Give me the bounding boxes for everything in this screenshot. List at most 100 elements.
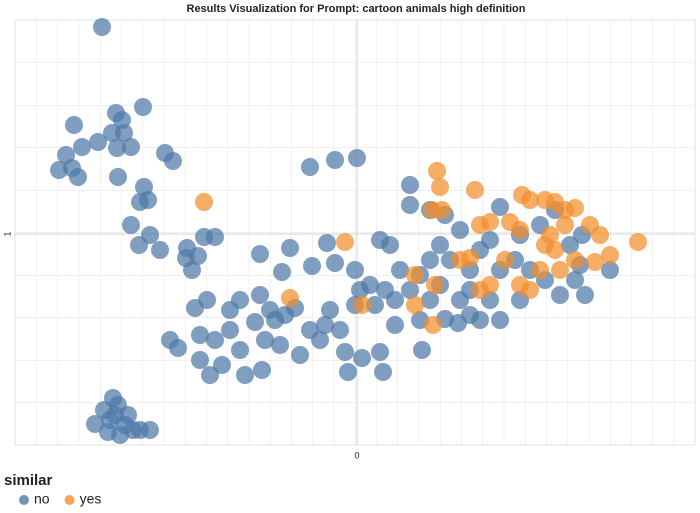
point — [198, 291, 216, 309]
point — [481, 231, 499, 249]
point — [566, 251, 584, 269]
point — [106, 406, 124, 424]
point — [421, 291, 439, 309]
point — [122, 216, 140, 234]
legend-marker — [64, 495, 75, 505]
point — [433, 201, 451, 219]
point — [576, 286, 594, 304]
point — [122, 138, 140, 156]
point — [566, 199, 584, 217]
point — [141, 421, 159, 439]
point — [109, 168, 127, 186]
point — [371, 343, 389, 361]
chart-title: Results Visualization for Prompt: cartoo… — [187, 3, 526, 15]
point — [164, 152, 182, 170]
point — [206, 331, 224, 349]
point — [303, 257, 321, 275]
point — [421, 251, 439, 269]
point — [86, 415, 104, 433]
point — [451, 251, 469, 269]
point — [381, 236, 399, 254]
point — [521, 281, 539, 299]
point — [271, 336, 289, 354]
point — [191, 326, 209, 344]
point — [426, 276, 444, 294]
point — [73, 138, 91, 156]
point — [191, 351, 209, 369]
point — [256, 331, 274, 349]
point — [134, 98, 152, 116]
point — [201, 366, 219, 384]
point — [291, 346, 309, 364]
point — [326, 254, 344, 272]
point — [331, 321, 349, 339]
point — [213, 356, 231, 374]
point — [401, 281, 419, 299]
point — [221, 321, 239, 339]
point — [346, 261, 364, 279]
point — [93, 18, 111, 36]
point — [471, 311, 489, 329]
point — [601, 261, 619, 279]
point — [386, 291, 404, 309]
point — [401, 196, 419, 214]
x-tick-label: 0 — [354, 450, 359, 460]
point — [491, 198, 509, 216]
point — [251, 286, 269, 304]
point — [141, 226, 159, 244]
point — [119, 406, 137, 424]
point — [551, 286, 569, 304]
point — [111, 426, 129, 444]
y-tick-label: 1 — [2, 231, 12, 236]
point — [236, 366, 254, 384]
point — [89, 133, 107, 151]
point — [231, 291, 249, 309]
point — [353, 296, 371, 314]
point — [424, 316, 442, 334]
point — [206, 228, 224, 246]
point — [591, 226, 609, 244]
point — [108, 139, 126, 157]
point — [466, 181, 484, 199]
point — [336, 233, 354, 251]
point — [321, 301, 339, 319]
point — [401, 176, 419, 194]
point — [251, 245, 269, 263]
point — [586, 253, 604, 271]
legend-title: similar — [4, 472, 53, 489]
point — [339, 363, 357, 381]
point — [273, 263, 291, 281]
point — [301, 321, 319, 339]
point — [428, 162, 446, 180]
point — [431, 236, 449, 254]
point — [366, 296, 384, 314]
point — [316, 316, 334, 334]
point — [151, 241, 169, 259]
point — [50, 161, 68, 179]
point — [177, 249, 195, 267]
point — [266, 311, 284, 329]
point — [556, 216, 574, 234]
point — [413, 341, 431, 359]
point — [103, 124, 121, 142]
point — [406, 266, 424, 284]
point — [65, 116, 83, 134]
point — [481, 213, 499, 231]
legend-label: no — [34, 491, 50, 507]
legend-marker — [19, 495, 29, 505]
point — [531, 261, 549, 279]
point — [451, 221, 469, 239]
point — [431, 178, 449, 196]
point — [374, 363, 392, 381]
point — [511, 221, 529, 239]
point — [391, 261, 409, 279]
point — [629, 233, 647, 251]
point — [253, 361, 271, 379]
point — [139, 191, 157, 209]
point — [566, 271, 584, 289]
point — [195, 193, 213, 211]
point — [491, 311, 509, 329]
point — [348, 149, 366, 167]
point — [521, 191, 539, 209]
